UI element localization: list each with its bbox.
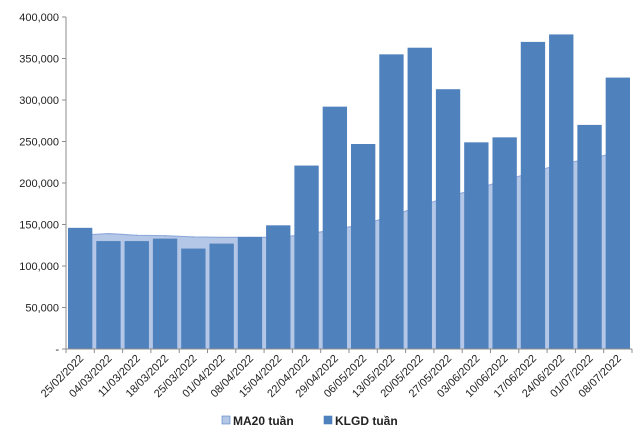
legend-item: MA20 tuần — [221, 414, 294, 428]
y-tick-label: 200,000 — [19, 178, 59, 190]
legend-swatch — [221, 415, 231, 425]
volume-bar — [350, 143, 376, 349]
volume-bar — [294, 165, 319, 349]
legend-swatch — [323, 415, 333, 425]
ma20-point — [220, 236, 223, 239]
volume-bar — [266, 225, 291, 349]
volume-bar — [407, 47, 432, 350]
volume-bar — [152, 238, 178, 349]
volume-bar — [492, 137, 517, 349]
volume-bar — [237, 236, 263, 349]
legend-item: KLGD tuần — [323, 414, 398, 428]
y-tick-label: 100,000 — [19, 261, 59, 273]
volume-bar — [464, 142, 489, 349]
y-tick-label: 150,000 — [19, 220, 59, 232]
volume-bar — [209, 243, 234, 349]
volume-bar — [124, 241, 149, 349]
y-tick-label: 400,000 — [19, 12, 59, 24]
ma20-point — [107, 232, 110, 235]
volume-bar — [435, 89, 461, 350]
volume-bars-layer — [67, 34, 631, 350]
legend-label: KLGD tuần — [335, 414, 398, 428]
y-tick-label: 350,000 — [19, 54, 59, 66]
y-tick-label: 250,000 — [19, 137, 59, 149]
legend-label: MA20 tuần — [233, 414, 294, 428]
volume-bar — [520, 41, 546, 350]
volume-bar — [549, 34, 574, 350]
ma20-point — [164, 234, 166, 237]
y-tick-label: 50,000 — [25, 303, 59, 315]
volume-bar — [577, 124, 602, 350]
ma20-point — [135, 234, 138, 237]
y-tick-label: 300,000 — [19, 95, 59, 107]
volume-bar — [605, 77, 631, 349]
volume-bar — [67, 227, 93, 349]
volume-bar — [181, 248, 206, 349]
volume-bar — [322, 106, 348, 349]
legend: MA20 tuần KLGD tuần — [221, 414, 398, 428]
ma20-point — [192, 236, 195, 238]
volume-bar — [96, 241, 121, 349]
volume-bar — [379, 54, 404, 349]
y-tick-label: - — [55, 344, 59, 356]
